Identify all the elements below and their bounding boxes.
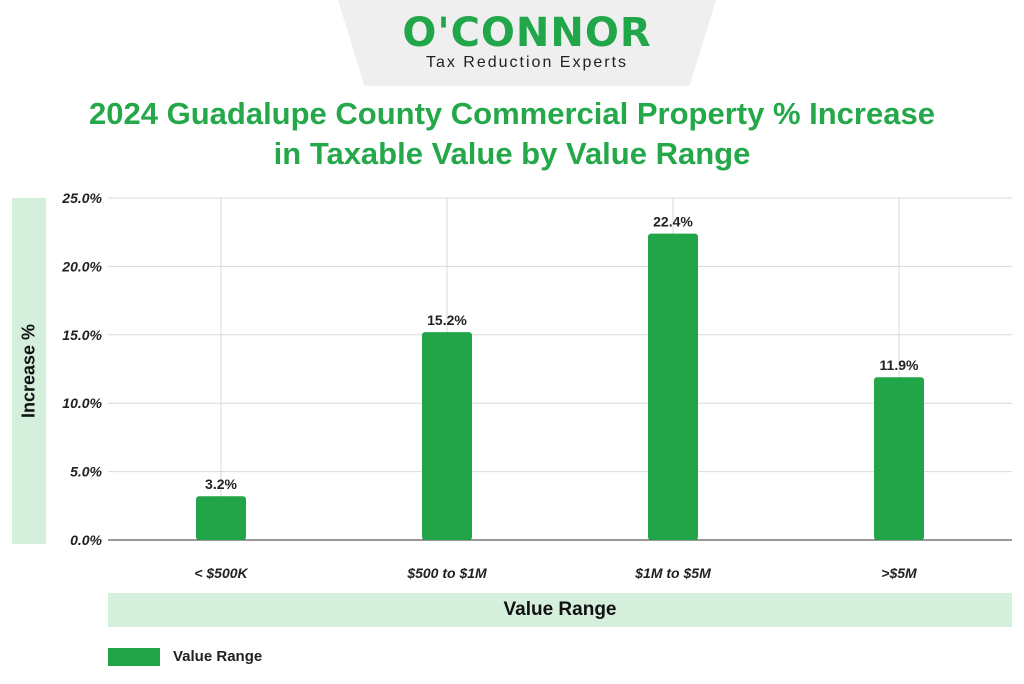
x-tick-label: $500 to $1M <box>406 565 487 581</box>
y-tick-label: 5.0% <box>70 464 102 480</box>
data-label: 22.4% <box>653 214 693 230</box>
logo-tagline: Tax Reduction Experts <box>425 54 629 71</box>
x-tick-label: >$5M <box>881 565 917 581</box>
chart-title-line-2: in Taxable Value by Value Range <box>273 136 751 171</box>
bar <box>196 496 246 540</box>
y-tick-label: 20.0% <box>61 258 102 274</box>
y-tick-label: 15.0% <box>62 327 102 343</box>
x-tick-label: < $500K <box>194 565 248 581</box>
data-label: 15.2% <box>427 312 467 328</box>
legend-swatch <box>108 648 160 666</box>
x-axis-label-band <box>108 593 1012 627</box>
bar <box>874 377 924 540</box>
legend-label: Value Range <box>173 648 263 665</box>
y-axis-label-band <box>12 198 46 544</box>
y-tick-label: 25.0% <box>61 190 102 206</box>
y-tick-label: 0.0% <box>70 532 102 548</box>
logo-background <box>338 0 716 86</box>
chart-title-line-1: 2024 Guadalupe County Commercial Propert… <box>89 96 935 131</box>
data-label: 3.2% <box>205 476 237 492</box>
x-tick-label: $1M to $5M <box>634 565 711 581</box>
bar <box>648 233 698 540</box>
y-tick-label: 10.0% <box>62 395 102 411</box>
x-axis-label: Value Range <box>503 599 617 620</box>
data-label: 11.9% <box>880 357 919 373</box>
chart-title: 2024 Guadalupe County Commercial Propert… <box>40 94 984 174</box>
bar <box>422 332 472 540</box>
logo-brand: O'CONNOR <box>402 10 652 56</box>
